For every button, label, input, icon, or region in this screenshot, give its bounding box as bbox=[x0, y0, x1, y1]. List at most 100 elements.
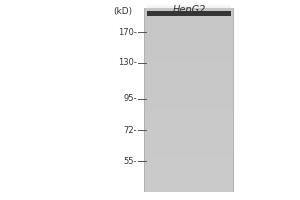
Bar bbox=[144, 83, 234, 84]
Bar bbox=[144, 88, 234, 89]
Bar bbox=[144, 85, 234, 86]
Bar bbox=[147, 11, 231, 16]
Bar bbox=[144, 114, 234, 115]
Bar bbox=[144, 16, 234, 17]
Bar bbox=[144, 121, 234, 122]
Bar bbox=[144, 99, 234, 100]
Bar bbox=[144, 132, 234, 133]
Bar bbox=[144, 75, 234, 76]
Bar bbox=[144, 107, 234, 108]
Bar bbox=[144, 51, 234, 52]
Bar bbox=[144, 34, 234, 35]
Bar bbox=[144, 62, 234, 63]
Bar bbox=[144, 138, 234, 139]
Bar bbox=[144, 184, 234, 185]
Text: 170-: 170- bbox=[118, 28, 136, 37]
Bar bbox=[144, 145, 234, 146]
Bar bbox=[144, 71, 234, 72]
Bar bbox=[144, 28, 234, 29]
Bar bbox=[144, 78, 234, 79]
Bar bbox=[144, 147, 234, 148]
Bar bbox=[144, 167, 234, 168]
Bar bbox=[144, 58, 234, 59]
Bar bbox=[144, 113, 234, 114]
Bar bbox=[144, 155, 234, 156]
Bar bbox=[144, 174, 234, 175]
Bar bbox=[147, 11, 231, 16]
Bar bbox=[144, 72, 234, 73]
Bar bbox=[144, 56, 234, 57]
Bar bbox=[144, 140, 234, 141]
Bar bbox=[144, 125, 234, 126]
Bar bbox=[144, 110, 234, 111]
Bar bbox=[144, 60, 234, 61]
Bar bbox=[144, 129, 234, 130]
Bar bbox=[144, 127, 234, 128]
Bar bbox=[144, 38, 234, 39]
Bar bbox=[144, 46, 234, 47]
Bar bbox=[144, 55, 234, 56]
Bar bbox=[144, 27, 234, 28]
Bar bbox=[144, 112, 234, 113]
Bar bbox=[144, 165, 234, 166]
Bar bbox=[144, 9, 234, 10]
Bar bbox=[144, 73, 234, 74]
Bar bbox=[144, 154, 234, 155]
Bar bbox=[144, 187, 234, 188]
Bar bbox=[144, 171, 234, 172]
Bar bbox=[144, 89, 234, 90]
Bar bbox=[144, 181, 234, 182]
Bar bbox=[144, 120, 234, 121]
Bar bbox=[144, 108, 234, 109]
Bar bbox=[144, 44, 234, 45]
Bar bbox=[144, 23, 234, 24]
Bar bbox=[144, 17, 234, 18]
Bar bbox=[144, 136, 234, 137]
Bar bbox=[144, 8, 234, 9]
Bar bbox=[144, 104, 234, 105]
Bar bbox=[144, 36, 234, 37]
Bar bbox=[144, 160, 234, 161]
Bar bbox=[144, 76, 234, 77]
Bar bbox=[144, 159, 234, 160]
Bar bbox=[144, 57, 234, 58]
Bar bbox=[144, 52, 234, 53]
Bar bbox=[144, 67, 234, 68]
Bar bbox=[144, 134, 234, 135]
Bar bbox=[144, 142, 234, 143]
Bar bbox=[144, 100, 234, 101]
Bar bbox=[144, 158, 234, 159]
Bar bbox=[144, 105, 234, 106]
Text: 95-: 95- bbox=[123, 94, 136, 103]
Bar bbox=[144, 13, 234, 14]
Bar bbox=[144, 152, 234, 153]
Bar bbox=[144, 148, 234, 149]
Bar bbox=[144, 79, 234, 80]
Bar bbox=[144, 103, 234, 104]
Bar bbox=[144, 94, 234, 95]
Bar bbox=[144, 141, 234, 142]
Bar bbox=[144, 77, 234, 78]
Bar bbox=[144, 82, 234, 83]
Bar bbox=[144, 11, 234, 12]
Bar bbox=[144, 111, 234, 112]
Bar bbox=[144, 180, 234, 181]
Bar bbox=[144, 116, 234, 117]
Bar bbox=[144, 162, 234, 163]
Bar bbox=[144, 170, 234, 171]
Bar bbox=[144, 149, 234, 150]
Bar bbox=[144, 106, 234, 107]
Bar bbox=[144, 42, 234, 43]
Bar bbox=[144, 135, 234, 136]
Bar bbox=[144, 19, 234, 20]
Bar bbox=[144, 153, 234, 154]
Bar bbox=[144, 161, 234, 162]
Bar bbox=[144, 22, 234, 23]
Bar bbox=[144, 177, 234, 178]
Bar bbox=[144, 98, 234, 99]
Bar bbox=[144, 74, 234, 75]
Bar bbox=[144, 41, 234, 42]
Bar bbox=[144, 59, 234, 60]
Bar bbox=[144, 39, 234, 40]
Bar bbox=[144, 119, 234, 120]
